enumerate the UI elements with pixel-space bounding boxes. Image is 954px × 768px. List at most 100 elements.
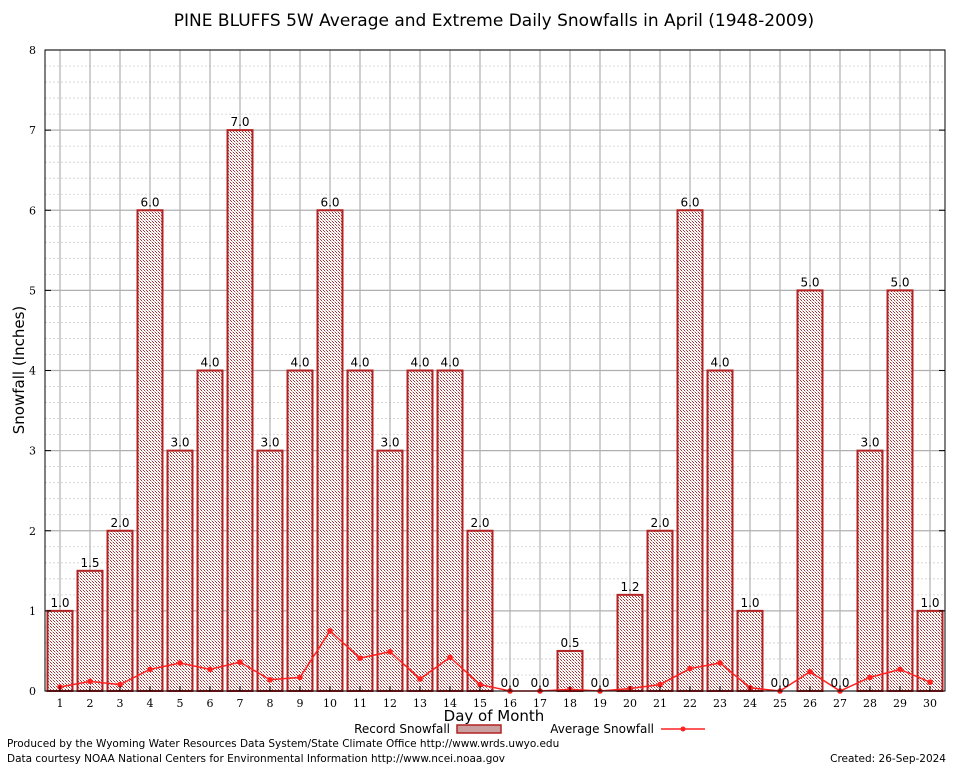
record-bar bbox=[646, 529, 674, 692]
record-bar bbox=[556, 649, 584, 692]
legend-record-label: Record Snowfall bbox=[354, 722, 450, 736]
average-point bbox=[897, 666, 903, 673]
bar-value-label: 0.0 bbox=[830, 676, 849, 690]
x-tick-label: 24 bbox=[743, 697, 757, 710]
record-bar bbox=[376, 449, 404, 692]
y-tick-label: 7 bbox=[29, 124, 36, 137]
x-tick-label: 7 bbox=[237, 697, 244, 710]
record-bar bbox=[736, 609, 764, 692]
x-tick-label: 26 bbox=[803, 697, 817, 710]
bar-value-label: 3.0 bbox=[380, 436, 399, 450]
x-tick-label: 5 bbox=[177, 697, 184, 710]
legend-record-swatch bbox=[456, 724, 502, 734]
bar-value-label: 0.5 bbox=[560, 636, 579, 650]
bar-value-label: 4.0 bbox=[440, 356, 459, 370]
bar-value-label: 6.0 bbox=[140, 195, 159, 209]
x-tick-label: 8 bbox=[267, 697, 274, 710]
x-tick-label: 25 bbox=[773, 697, 787, 710]
bar-value-label: 2.0 bbox=[470, 516, 489, 530]
y-tick-label: 3 bbox=[29, 445, 36, 458]
x-tick-label: 3 bbox=[117, 697, 124, 710]
record-bar bbox=[676, 209, 704, 692]
x-tick-label: 19 bbox=[593, 697, 607, 710]
bar-value-label: 0.0 bbox=[770, 676, 789, 690]
x-tick-label: 2 bbox=[87, 697, 94, 710]
footer-created: Created: 26-Sep-2024 bbox=[830, 753, 946, 765]
bar-value-label: 4.0 bbox=[200, 356, 219, 370]
average-point bbox=[387, 648, 393, 655]
legend: Record Snowfall Average Snowfall bbox=[354, 722, 705, 736]
x-tick-label: 10 bbox=[323, 697, 337, 710]
chart-title: PINE BLUFFS 5W Average and Extreme Daily… bbox=[174, 11, 814, 31]
x-tick-label: 29 bbox=[893, 697, 907, 710]
bar-value-label: 0.0 bbox=[530, 676, 549, 690]
record-bar bbox=[886, 289, 914, 692]
record-bar bbox=[466, 529, 494, 692]
y-tick-label: 6 bbox=[29, 204, 36, 217]
bar-value-label: 2.0 bbox=[650, 516, 669, 530]
bar-value-label: 3.0 bbox=[170, 436, 189, 450]
x-tick-label: 28 bbox=[863, 697, 877, 710]
bar-value-label: 1.0 bbox=[740, 596, 759, 610]
x-tick-label: 30 bbox=[923, 697, 937, 710]
x-axis-label: Day of Month bbox=[444, 707, 545, 725]
x-axis-ticks: 1 2 3 4 5 6 7 8 9 10 11 12 13 14 15 16 17 18 19 20 21 22 23 24 2… bbox=[57, 686, 937, 710]
x-tick-label: 23 bbox=[713, 697, 727, 710]
bar-value-label: 4.0 bbox=[350, 356, 369, 370]
record-bar bbox=[226, 129, 254, 692]
record-bar bbox=[196, 369, 224, 692]
average-point bbox=[717, 660, 723, 666]
average-point bbox=[207, 666, 213, 673]
x-tick-label: 16 bbox=[503, 697, 517, 710]
y-tick-label: 2 bbox=[29, 525, 36, 538]
average-point bbox=[687, 665, 693, 672]
y-axis-label: Snowfall (Inches) bbox=[10, 306, 28, 434]
x-tick-label: 21 bbox=[653, 697, 667, 710]
record-bar bbox=[106, 529, 134, 692]
bar-value-label: 3.0 bbox=[860, 436, 879, 450]
x-tick-label: 20 bbox=[623, 697, 637, 710]
x-tick-label: 15 bbox=[473, 697, 487, 710]
bar-value-label: 4.0 bbox=[290, 356, 309, 370]
record-bar bbox=[916, 609, 944, 692]
x-tick-label: 1 bbox=[57, 697, 64, 710]
average-point bbox=[147, 666, 153, 673]
average-point bbox=[267, 676, 273, 683]
x-tick-label: 27 bbox=[833, 697, 847, 710]
x-tick-label: 18 bbox=[563, 697, 577, 710]
average-point bbox=[807, 668, 813, 675]
average-point bbox=[177, 660, 183, 666]
record-bar bbox=[346, 369, 374, 692]
y-tick-label: 1 bbox=[29, 605, 36, 618]
average-point bbox=[117, 681, 123, 688]
bar-series bbox=[46, 129, 944, 692]
record-bar bbox=[316, 209, 344, 692]
average-point bbox=[417, 676, 423, 682]
average-point bbox=[867, 674, 873, 681]
record-bar bbox=[46, 609, 74, 692]
record-bar bbox=[136, 209, 164, 692]
record-bar bbox=[286, 369, 314, 692]
y-tick-label: 5 bbox=[29, 284, 36, 297]
average-point bbox=[237, 659, 243, 665]
y-tick-label: 8 bbox=[29, 44, 36, 57]
record-bar bbox=[166, 449, 194, 692]
x-tick-label: 12 bbox=[383, 697, 397, 710]
record-bar bbox=[706, 369, 734, 692]
record-bar bbox=[76, 569, 104, 692]
x-tick-label: 14 bbox=[443, 697, 457, 710]
record-bar bbox=[616, 593, 644, 692]
x-tick-label: 13 bbox=[413, 697, 427, 710]
average-point bbox=[297, 674, 303, 681]
x-tick-label: 11 bbox=[353, 697, 367, 710]
y-tick-label: 0 bbox=[29, 685, 36, 698]
x-tick-label: 9 bbox=[297, 697, 304, 710]
average-point bbox=[477, 681, 483, 688]
record-bar bbox=[256, 449, 284, 692]
record-bar bbox=[796, 289, 824, 692]
bar-value-label: 0.0 bbox=[590, 676, 609, 690]
bar-value-label: 6.0 bbox=[320, 195, 339, 209]
average-line bbox=[59, 629, 931, 692]
average-point bbox=[327, 628, 333, 634]
